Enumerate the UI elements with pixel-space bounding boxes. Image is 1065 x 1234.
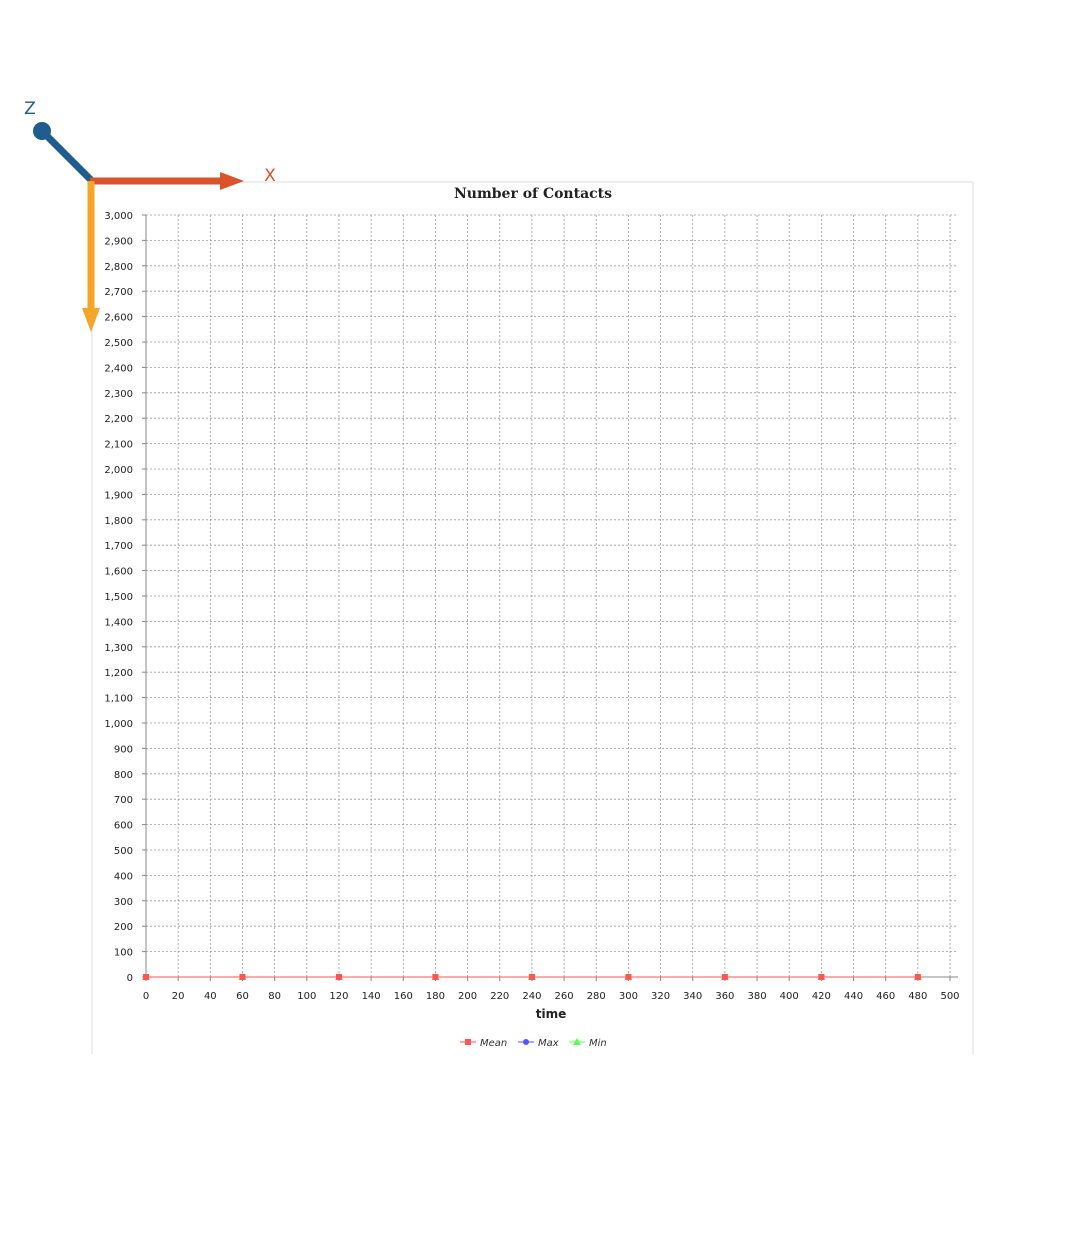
legend-item-min: Min xyxy=(569,1038,607,1049)
y-tick-label: 2,700 xyxy=(104,287,133,298)
data-point-mean xyxy=(625,974,632,980)
y-tick-label: 1,000 xyxy=(104,719,133,730)
x-tick-label: 80 xyxy=(268,991,281,1002)
legend-label: Max xyxy=(538,1038,559,1049)
x-tick-label: 320 xyxy=(651,991,670,1002)
y-tick-label: 1,200 xyxy=(104,668,133,679)
y-tick-label: 2,000 xyxy=(104,465,133,476)
y-tick-label: 700 xyxy=(114,795,133,806)
z-axis-knob xyxy=(33,122,51,140)
x-axis-label: time xyxy=(536,1007,567,1021)
y-tick-label: 400 xyxy=(114,871,133,882)
y-tick-label: 1,400 xyxy=(104,617,133,628)
y-tick-label: 3,000 xyxy=(104,211,133,222)
y-tick-label: 500 xyxy=(114,846,133,857)
series-mean xyxy=(143,974,921,980)
x-tick-label: 360 xyxy=(715,991,734,1002)
x-tick-label: 140 xyxy=(362,991,381,1002)
x-tick-label: 260 xyxy=(555,991,574,1002)
x-tick-label: 400 xyxy=(780,991,799,1002)
x-tick-label: 200 xyxy=(458,991,477,1002)
y-tick-label: 900 xyxy=(114,744,133,755)
x-axis-ticks: 0 20 40 60 80 100 120 140 160 180 200 220 240 260 280 3… xyxy=(143,977,960,1002)
legend-item-max: Max xyxy=(518,1038,559,1049)
y-tick-label: 1,600 xyxy=(104,567,133,578)
grid xyxy=(146,214,956,977)
z-axis-arrow xyxy=(41,130,96,185)
legend-marker xyxy=(523,1039,529,1045)
x-tick-label: 100 xyxy=(297,991,316,1002)
x-tick-label: 120 xyxy=(329,991,348,1002)
legend-label: Mean xyxy=(480,1038,507,1049)
x-tick-label: 480 xyxy=(908,991,927,1002)
x-tick-label: 420 xyxy=(812,991,831,1002)
x-tick-label: 500 xyxy=(940,991,959,1002)
legend-item-mean: Mean xyxy=(460,1038,507,1049)
data-point-mean xyxy=(239,974,246,980)
x-tick-label: 240 xyxy=(522,991,541,1002)
y-tick-label: 2,300 xyxy=(104,389,133,400)
x-tick-label: 280 xyxy=(587,991,606,1002)
y-axis-ticks: 0 100 200 300 400 500 600 700 800 900 1,000 1,100 1,… xyxy=(104,211,146,984)
x-tick-label: 340 xyxy=(683,991,702,1002)
y-tick-label: 1,500 xyxy=(104,592,133,603)
chart-panel xyxy=(91,181,974,1054)
x-tick-label: 180 xyxy=(426,991,445,1002)
x-tick-label: 160 xyxy=(394,991,413,1002)
x-tick-label: 440 xyxy=(844,991,863,1002)
y-axis-arrowhead xyxy=(82,308,100,332)
data-point-mean xyxy=(818,974,825,980)
legend: Mean Max Min xyxy=(460,1038,607,1049)
x-tick-label: 380 xyxy=(747,991,766,1002)
data-point-mean xyxy=(721,974,728,980)
x-axis-letter: X xyxy=(264,166,276,186)
z-axis-letter: Z xyxy=(24,99,36,119)
axes-gizmo: Z X xyxy=(24,99,276,332)
y-tick-label: 2,900 xyxy=(104,236,133,247)
y-tick-label: 200 xyxy=(114,922,133,933)
y-tick-label: 2,200 xyxy=(104,414,133,425)
y-tick-label: 600 xyxy=(114,821,133,832)
x-tick-label: 40 xyxy=(204,991,217,1002)
y-tick-label: 2,800 xyxy=(104,262,133,273)
y-tick-label: 1,800 xyxy=(104,516,133,527)
x-tick-label: 300 xyxy=(619,991,638,1002)
y-tick-label: 300 xyxy=(114,897,133,908)
data-point-mean xyxy=(432,974,439,980)
y-tick-label: 1,900 xyxy=(104,490,133,501)
y-tick-label: 2,100 xyxy=(104,440,133,451)
y-tick-label: 100 xyxy=(114,948,133,959)
y-tick-label: 1,300 xyxy=(104,643,133,654)
y-tick-label: 0 xyxy=(127,973,133,984)
legend-label: Min xyxy=(589,1038,607,1049)
y-tick-label: 2,500 xyxy=(104,338,133,349)
series-layer xyxy=(142,973,922,980)
legend-marker xyxy=(573,1038,581,1045)
x-tick-label: 0 xyxy=(143,991,149,1002)
data-point-mean xyxy=(914,974,921,980)
legend-marker xyxy=(465,1039,471,1045)
data-point-mean xyxy=(335,974,342,980)
data-point-mean xyxy=(143,974,149,980)
x-tick-label: 60 xyxy=(236,991,249,1002)
x-tick-label: 220 xyxy=(490,991,509,1002)
x-tick-label: 460 xyxy=(876,991,895,1002)
y-tick-label: 2,600 xyxy=(104,313,133,324)
x-axis-arrowhead xyxy=(220,172,244,190)
y-tick-label: 2,400 xyxy=(104,363,133,374)
y-tick-label: 800 xyxy=(114,770,133,781)
y-tick-label: 1,100 xyxy=(104,694,133,705)
chart-title: Number of Contacts xyxy=(454,186,612,202)
x-tick-label: 20 xyxy=(172,991,185,1002)
y-tick-label: 1,700 xyxy=(104,541,133,552)
data-point-mean xyxy=(528,974,535,980)
